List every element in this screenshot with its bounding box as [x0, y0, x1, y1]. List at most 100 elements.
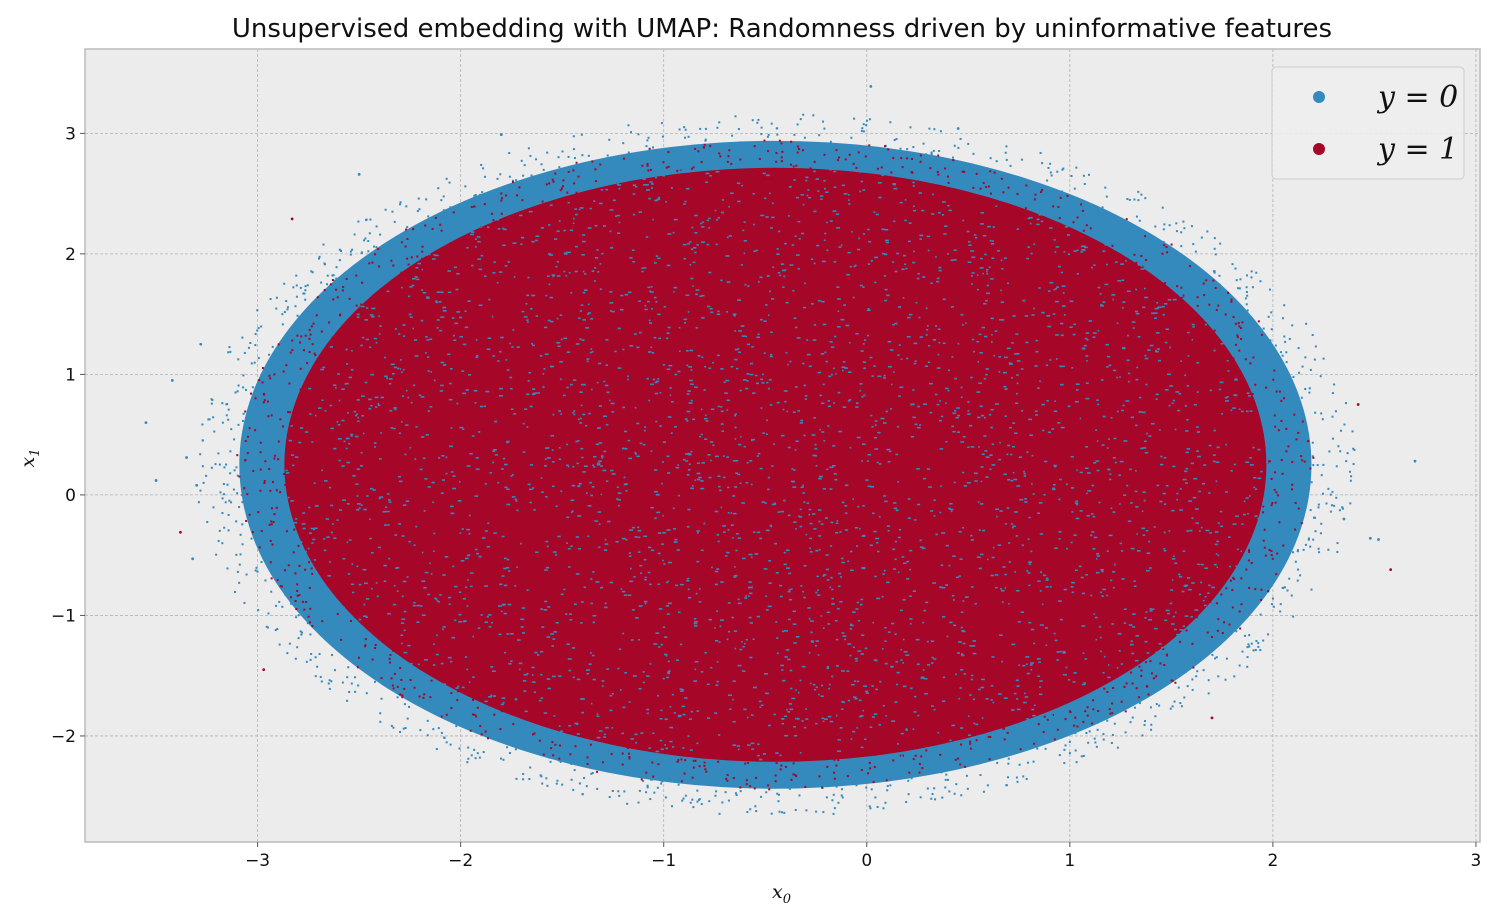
series-y0-point — [1019, 498, 1024, 501]
series-y0-point — [862, 123, 865, 126]
series-y0-point — [492, 695, 497, 697]
series-y0-point — [1268, 531, 1271, 534]
series-y0-point — [827, 715, 832, 718]
series-y0-point — [407, 675, 410, 678]
series-y0-point — [726, 236, 729, 239]
series-y0-point — [783, 275, 786, 278]
series-y0-point — [1114, 261, 1118, 263]
series-y0-point — [514, 744, 517, 747]
series-y0-point — [799, 422, 804, 424]
series-y0-point — [1131, 652, 1135, 655]
series-y0-point — [793, 179, 796, 181]
series-y1-point — [1224, 313, 1227, 316]
series-y0-point — [410, 401, 413, 404]
series-y0-point — [718, 121, 721, 124]
series-y0-point — [819, 394, 822, 397]
series-y0-point — [1158, 704, 1161, 707]
series-y1-point — [1169, 614, 1172, 617]
series-y0-point — [470, 754, 473, 757]
series-y1-point — [341, 338, 344, 341]
series-y0-point — [576, 753, 579, 756]
series-y1-point — [572, 169, 575, 172]
series-y0-point — [951, 595, 955, 597]
series-y0-point — [767, 387, 770, 390]
series-y1-point — [1138, 665, 1141, 668]
series-y1-point — [800, 745, 803, 748]
series-y1-point — [1165, 297, 1168, 300]
series-y0-point — [620, 294, 624, 297]
series-y0-point — [587, 505, 592, 507]
series-y1-point — [287, 411, 290, 414]
series-y0-point — [685, 460, 689, 462]
series-y0-point — [598, 523, 601, 526]
series-y0-point — [849, 265, 852, 268]
series-y0-point — [1039, 380, 1041, 382]
series-y0-point — [1252, 446, 1255, 449]
series-y1-point — [500, 199, 503, 202]
series-y0-point — [1076, 273, 1080, 275]
series-y1-point — [371, 261, 374, 264]
series-y1-point — [342, 351, 345, 354]
series-y0-point — [540, 775, 543, 778]
series-y1-point — [625, 733, 628, 736]
series-y0-point — [493, 261, 496, 263]
series-y0-point — [777, 511, 780, 513]
series-y0-point — [793, 317, 797, 319]
series-y0-point — [904, 263, 907, 266]
series-y0-point — [789, 669, 793, 672]
series-y1-point — [767, 784, 770, 787]
series-y0-point — [1150, 723, 1153, 726]
series-y0-point — [905, 267, 908, 270]
series-y0-point — [1215, 461, 1220, 464]
series-y0-point — [1304, 543, 1307, 546]
series-y0-point — [895, 660, 899, 663]
series-y0-point — [874, 281, 877, 284]
series-y0-point — [1218, 274, 1221, 277]
series-y0-point — [456, 311, 461, 313]
series-y0-point — [930, 153, 933, 156]
series-y0-point — [1352, 447, 1355, 450]
series-y0-point — [221, 542, 224, 545]
series-y1-point — [555, 211, 558, 214]
series-y0-point — [870, 259, 873, 262]
series-y0-point — [459, 532, 462, 534]
series-y1-point — [1082, 229, 1085, 232]
series-y0-point — [660, 122, 663, 125]
series-y1-point — [1072, 677, 1075, 680]
series-y0-point — [998, 458, 1002, 461]
series-y0-point — [802, 492, 806, 494]
series-y1-point — [1252, 400, 1255, 403]
series-y0-point — [813, 324, 817, 326]
series-y0-point — [700, 803, 703, 806]
series-y0-point — [1206, 298, 1209, 301]
series-y1-point — [572, 726, 575, 729]
series-y0-point — [498, 633, 502, 636]
series-y0-point — [1058, 538, 1061, 540]
series-y0-point — [587, 313, 590, 315]
series-y0-point — [801, 665, 806, 668]
series-y0-point — [910, 777, 913, 780]
series-y1-point — [354, 593, 357, 596]
series-y1-point — [587, 206, 590, 209]
series-y1-point — [264, 460, 267, 463]
series-y0-point — [1015, 392, 1018, 395]
series-y1-point — [1143, 235, 1146, 238]
series-y0-point — [955, 750, 958, 753]
series-y0-point — [446, 693, 449, 696]
series-y1-point — [789, 163, 792, 166]
series-y0-point — [1096, 728, 1099, 731]
series-y0-point — [731, 134, 734, 137]
series-y0-point — [435, 300, 438, 302]
series-y1-point — [562, 179, 565, 182]
series-y0-point — [604, 606, 608, 609]
series-y0-point — [1029, 434, 1033, 436]
series-y1-point — [1251, 476, 1254, 479]
series-y0-point — [439, 390, 444, 392]
series-y0-point — [1202, 669, 1205, 672]
series-y0-point — [560, 490, 563, 493]
series-y0-point — [572, 217, 575, 220]
series-y0-point — [775, 621, 778, 623]
series-y0-point — [442, 209, 445, 212]
series-y0-point — [415, 426, 418, 428]
series-y0-point — [293, 593, 296, 596]
